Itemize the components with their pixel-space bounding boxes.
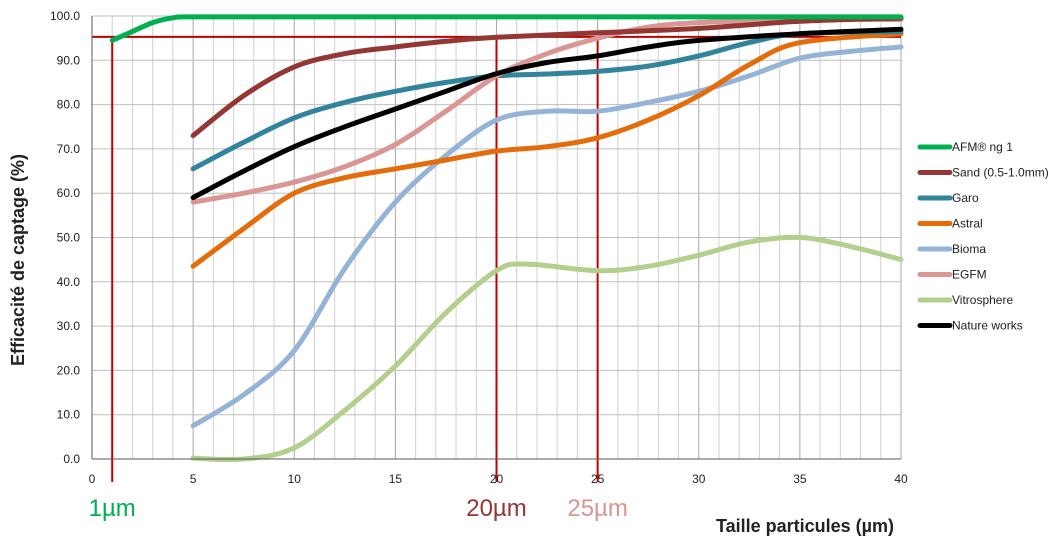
y-tick-label: 80.0 — [57, 98, 81, 112]
y-tick-label: 70.0 — [57, 142, 81, 156]
y-tick-label: 10.0 — [57, 408, 81, 422]
legend-label: Nature works — [952, 319, 1023, 333]
series-line-bioma — [190, 44, 904, 429]
annotations: 1µm 20µm 25µm — [89, 495, 628, 522]
marker-label: 25µm — [567, 495, 628, 522]
x-tick-label: 15 — [389, 472, 403, 486]
axes — [91, 16, 901, 460]
series-line-sand-0-5-1-0mm — [190, 15, 904, 139]
x-axis-title: Taille particules (µm) — [716, 516, 894, 536]
legend-label: Sand (0.5-1.0mm) — [952, 166, 1049, 180]
y-axis-title: Efficacité de captage (%) — [8, 154, 28, 366]
x-tick-label: 10 — [288, 472, 302, 486]
x-tick-label: 40 — [894, 472, 908, 486]
tick-labels: 0 5 10 15 20 25 30 35 40 0.0 10.0 20.0 30.0 40.0 50.0 6… — [50, 9, 908, 486]
legend-label: Astral — [952, 217, 983, 231]
y-tick-label: 60.0 — [57, 186, 81, 200]
series-line-astral — [190, 31, 904, 269]
marker-label: 1µm — [89, 495, 136, 522]
x-tick-label: 30 — [692, 472, 706, 486]
x-tick-label: 0 — [89, 472, 96, 486]
series-line-nature-works — [190, 26, 904, 201]
legend-label: AFM® ng 1 — [952, 140, 1013, 154]
marker-label: 20µm — [466, 495, 527, 522]
legend-label: Garo — [952, 191, 979, 205]
x-tick-label: 20 — [490, 472, 504, 486]
y-tick-label: 50.0 — [57, 231, 81, 245]
x-tick-label: 25 — [591, 472, 605, 486]
legend-label: Bioma — [952, 242, 986, 256]
y-tick-label: 20.0 — [57, 363, 81, 377]
y-tick-label: 0.0 — [63, 452, 80, 466]
series-line-vitrosphere — [190, 234, 904, 463]
legend-label: EGFM — [952, 268, 987, 282]
y-tick-label: 90.0 — [57, 53, 81, 67]
y-tick-label: 30.0 — [57, 319, 81, 333]
x-tick-label: 35 — [793, 472, 807, 486]
series-line-afm-ng-1 — [109, 14, 904, 43]
legend: AFM® ng 1 Sand (0.5-1.0mm) Garo Astral Bioma… — [917, 140, 1049, 333]
x-tick-label: 5 — [190, 472, 197, 486]
legend-label: Vitrosphere — [952, 293, 1013, 307]
y-tick-label: 40.0 — [57, 275, 81, 289]
series-line-garo — [190, 29, 904, 172]
series-lines — [109, 14, 904, 463]
y-tick-label: 100.0 — [50, 9, 80, 23]
